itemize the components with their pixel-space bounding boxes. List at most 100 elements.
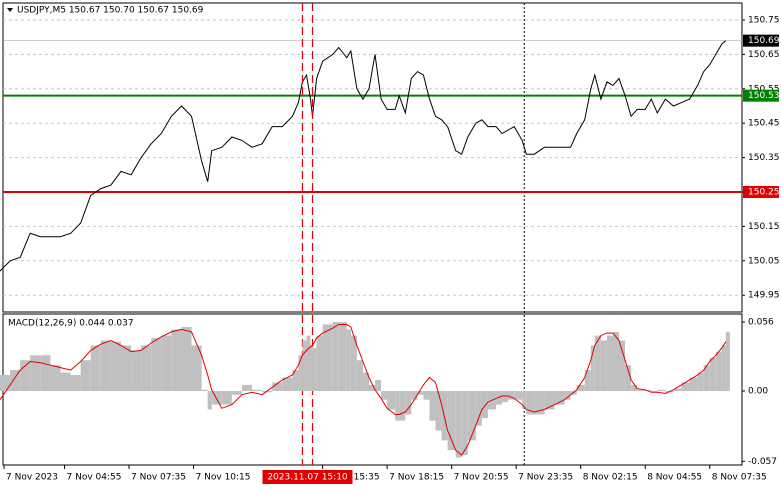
y-tick-label: 150.35	[748, 153, 780, 163]
histogram-bar	[715, 351, 722, 392]
histogram-bar	[429, 391, 436, 421]
histogram-bar	[522, 391, 527, 409]
histogram-bar	[703, 365, 710, 392]
price-line	[0, 40, 727, 272]
histogram-bar	[725, 331, 730, 392]
histogram-bar	[151, 338, 162, 392]
histogram-bar	[312, 347, 317, 392]
menu-arrow	[7, 8, 13, 12]
histogram-bar	[657, 389, 666, 392]
histogram-bar	[80, 360, 91, 392]
histogram-bar	[600, 340, 607, 392]
histogram-bar	[455, 391, 462, 458]
x-tick-label: 7 Nov 18:15	[389, 473, 444, 483]
histogram-bar	[60, 372, 71, 392]
macd-title: MACD(12,26,9) 0.044 0.037	[8, 319, 134, 329]
histogram-bar	[191, 345, 202, 392]
histogram-bar	[399, 391, 406, 421]
x-tick-label: 7 Nov 10:15	[196, 473, 251, 483]
histogram-bar	[697, 372, 704, 392]
histogram-bar	[282, 377, 293, 392]
histogram-bar	[120, 345, 132, 392]
histogram-bar	[262, 391, 273, 393]
histogram-bar	[584, 370, 591, 392]
histogram-bar	[689, 377, 698, 392]
y-tick-label: 0.00	[748, 387, 768, 397]
histogram-bar	[645, 389, 652, 392]
histogram-bar	[241, 384, 253, 392]
histogram-bar	[252, 389, 263, 392]
histogram-bar	[211, 391, 222, 405]
histogram-bar	[368, 384, 376, 392]
histogram-bar	[612, 331, 620, 392]
histogram-bar	[100, 340, 111, 392]
y-tick-label: 150.15	[748, 222, 780, 232]
x-tick-label: 7 Nov 04:55	[67, 473, 122, 483]
histogram-bar	[395, 391, 400, 421]
signal-line	[0, 324, 727, 456]
x-tick-label: 8 Nov 07:35	[712, 473, 767, 483]
histogram-bar	[381, 391, 388, 400]
level-label: 150.25	[748, 188, 780, 198]
histogram-bar	[590, 345, 595, 392]
histogram-bar	[70, 375, 81, 392]
histogram-bar	[302, 340, 307, 392]
histogram-bar	[0, 375, 11, 392]
histogram-bar	[181, 326, 192, 392]
histogram-bar	[721, 345, 726, 392]
histogram-bar	[502, 391, 509, 403]
histogram-bar	[576, 384, 585, 392]
histogram-bar	[496, 391, 503, 405]
histogram-bar	[514, 391, 523, 400]
histogram-bar	[40, 355, 51, 392]
histogram-bar	[554, 391, 565, 405]
histogram-bar	[110, 341, 121, 392]
histogram-bar	[619, 340, 626, 392]
chart-title: USDJPY,M5 150.67 150.70 150.67 150.69	[17, 6, 204, 16]
histogram-bar	[50, 365, 61, 392]
y-tick-label: 150.65	[748, 50, 780, 60]
histogram-bar	[673, 388, 682, 392]
cursor-label-bg	[262, 470, 353, 484]
y-tick-label: -0.057	[748, 457, 777, 467]
histogram-bar	[481, 391, 488, 419]
x-tick-label: 7 Nov 20:55	[454, 473, 509, 483]
histogram-bar	[631, 384, 638, 392]
histogram-bar	[332, 322, 339, 392]
histogram-bar	[447, 391, 456, 451]
y-tick-label: 150.05	[748, 256, 780, 266]
histogram-bar	[362, 372, 369, 392]
histogram-bar	[201, 389, 208, 392]
histogram-bar	[461, 391, 468, 456]
histogram-bar	[475, 391, 482, 426]
level-label-bg	[743, 89, 779, 102]
histogram-bar	[423, 391, 430, 400]
histogram-bar	[231, 391, 242, 395]
histogram-bar	[564, 391, 571, 400]
histogram-bar	[310, 345, 313, 392]
histogram-bar	[435, 391, 442, 431]
histogram-bar	[350, 335, 357, 392]
last-price-bg	[743, 34, 779, 47]
histogram-bar	[681, 382, 690, 392]
histogram-bar	[338, 322, 347, 392]
histogram-bar	[221, 391, 232, 405]
histogram-bar	[141, 345, 152, 392]
histogram-bar	[322, 324, 333, 392]
y-tick-label: 150.55	[748, 84, 780, 94]
histogram-bar	[207, 391, 212, 410]
histogram-bar	[90, 345, 101, 392]
histogram-bar	[20, 360, 31, 392]
level-label-bg	[743, 186, 779, 198]
histogram-bar	[467, 391, 476, 441]
histogram-bar	[292, 370, 299, 392]
histogram-bar	[272, 382, 283, 392]
histogram-bar	[709, 357, 716, 392]
y-tick-label: 150.75	[748, 16, 780, 26]
histogram-bar	[544, 391, 555, 410]
x-tick-label: 7 Nov 23:35	[518, 473, 573, 483]
x-tick-label: 8 Nov 04:55	[647, 473, 702, 483]
histogram-bar	[594, 335, 601, 392]
histogram-bar	[306, 335, 311, 392]
